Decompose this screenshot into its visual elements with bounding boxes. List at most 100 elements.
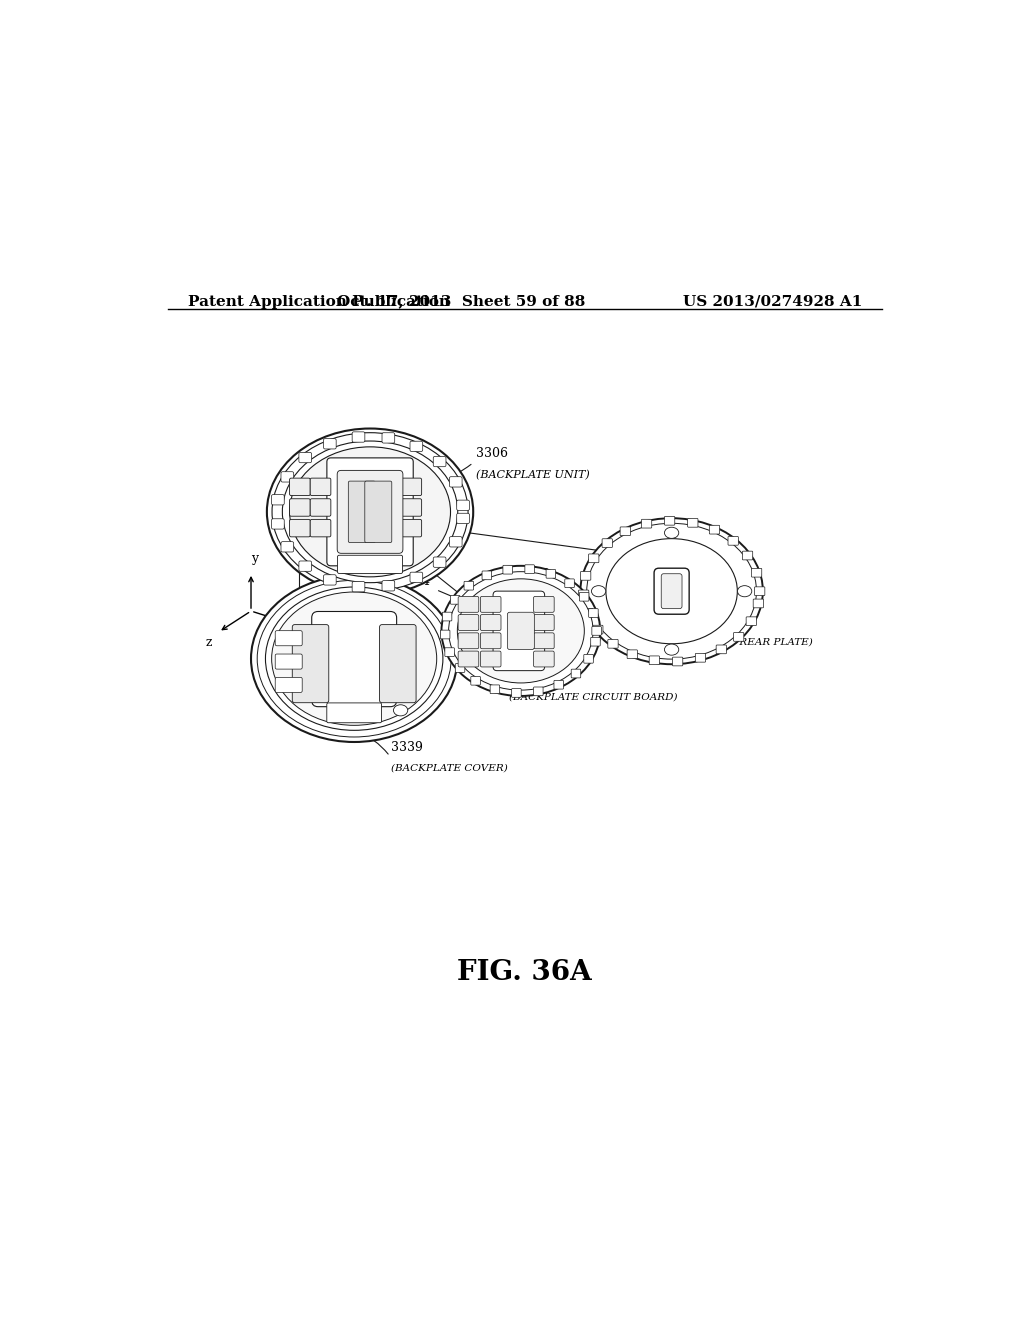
Text: z: z — [206, 636, 212, 649]
FancyBboxPatch shape — [716, 645, 726, 653]
FancyBboxPatch shape — [621, 527, 631, 536]
Ellipse shape — [587, 523, 757, 659]
FancyBboxPatch shape — [444, 648, 455, 656]
FancyBboxPatch shape — [752, 569, 762, 577]
FancyBboxPatch shape — [742, 552, 753, 560]
FancyBboxPatch shape — [471, 676, 480, 685]
FancyBboxPatch shape — [665, 516, 675, 525]
Ellipse shape — [665, 644, 679, 655]
Ellipse shape — [267, 429, 473, 595]
FancyBboxPatch shape — [380, 499, 401, 516]
FancyBboxPatch shape — [310, 478, 331, 495]
Text: US 2013/0274928 A1: US 2013/0274928 A1 — [683, 294, 862, 309]
FancyBboxPatch shape — [571, 669, 581, 678]
FancyBboxPatch shape — [581, 572, 591, 581]
Ellipse shape — [393, 705, 408, 715]
FancyBboxPatch shape — [589, 609, 598, 618]
FancyBboxPatch shape — [401, 519, 422, 537]
FancyBboxPatch shape — [688, 519, 698, 527]
Text: 3334: 3334 — [397, 576, 430, 587]
Text: x: x — [292, 627, 299, 639]
Text: (BACKPLATE REAR PLATE): (BACKPLATE REAR PLATE) — [666, 638, 813, 647]
FancyBboxPatch shape — [299, 453, 311, 463]
FancyBboxPatch shape — [592, 627, 601, 635]
FancyBboxPatch shape — [348, 480, 375, 543]
Ellipse shape — [272, 433, 468, 591]
FancyBboxPatch shape — [458, 632, 479, 648]
FancyBboxPatch shape — [565, 579, 574, 587]
Ellipse shape — [592, 586, 606, 597]
Ellipse shape — [257, 581, 452, 737]
Ellipse shape — [581, 519, 763, 664]
FancyBboxPatch shape — [534, 686, 543, 696]
Text: y: y — [252, 552, 258, 565]
Ellipse shape — [271, 591, 436, 725]
FancyBboxPatch shape — [382, 581, 394, 591]
FancyBboxPatch shape — [324, 574, 336, 585]
FancyBboxPatch shape — [464, 581, 473, 590]
Ellipse shape — [265, 587, 443, 730]
FancyBboxPatch shape — [382, 433, 394, 444]
Text: FIG. 36A: FIG. 36A — [458, 958, 592, 986]
FancyBboxPatch shape — [380, 519, 401, 537]
FancyBboxPatch shape — [458, 615, 479, 631]
FancyBboxPatch shape — [579, 590, 589, 599]
FancyBboxPatch shape — [281, 471, 294, 482]
FancyBboxPatch shape — [451, 595, 460, 605]
FancyBboxPatch shape — [754, 599, 764, 607]
FancyBboxPatch shape — [290, 478, 310, 495]
FancyBboxPatch shape — [546, 569, 556, 578]
FancyBboxPatch shape — [593, 626, 603, 634]
Text: 3332: 3332 — [509, 671, 541, 684]
Ellipse shape — [665, 527, 679, 539]
FancyBboxPatch shape — [480, 651, 501, 667]
FancyBboxPatch shape — [442, 612, 452, 620]
FancyBboxPatch shape — [352, 582, 365, 591]
FancyBboxPatch shape — [450, 477, 462, 487]
FancyBboxPatch shape — [456, 664, 465, 672]
Ellipse shape — [283, 441, 458, 582]
FancyBboxPatch shape — [450, 537, 462, 546]
FancyBboxPatch shape — [733, 632, 743, 642]
FancyBboxPatch shape — [534, 651, 554, 667]
FancyBboxPatch shape — [290, 519, 310, 537]
FancyBboxPatch shape — [310, 519, 331, 537]
Text: 3339: 3339 — [391, 741, 423, 754]
FancyBboxPatch shape — [275, 631, 302, 645]
Ellipse shape — [458, 579, 585, 682]
FancyBboxPatch shape — [534, 615, 554, 631]
FancyBboxPatch shape — [275, 677, 302, 693]
Text: (BACKPLATE UNIT): (BACKPLATE UNIT) — [475, 470, 590, 480]
FancyBboxPatch shape — [494, 591, 545, 671]
FancyBboxPatch shape — [755, 587, 765, 595]
FancyBboxPatch shape — [271, 519, 285, 529]
FancyBboxPatch shape — [324, 438, 336, 449]
FancyBboxPatch shape — [662, 574, 682, 609]
Text: 3306: 3306 — [475, 447, 508, 461]
Text: 3336: 3336 — [517, 568, 549, 581]
FancyBboxPatch shape — [507, 612, 535, 649]
FancyBboxPatch shape — [327, 704, 382, 723]
FancyBboxPatch shape — [525, 565, 535, 573]
FancyBboxPatch shape — [380, 624, 416, 702]
FancyBboxPatch shape — [554, 680, 563, 689]
FancyBboxPatch shape — [458, 597, 479, 612]
Ellipse shape — [251, 576, 458, 742]
FancyBboxPatch shape — [673, 657, 683, 665]
FancyBboxPatch shape — [337, 470, 402, 553]
FancyBboxPatch shape — [654, 568, 689, 614]
FancyBboxPatch shape — [440, 630, 450, 639]
FancyBboxPatch shape — [311, 611, 396, 706]
Text: 3330: 3330 — [666, 615, 698, 628]
Text: (BACKPLATE COVER): (BACKPLATE COVER) — [391, 763, 508, 772]
FancyBboxPatch shape — [512, 689, 521, 697]
FancyBboxPatch shape — [710, 525, 720, 535]
FancyBboxPatch shape — [401, 499, 422, 516]
FancyBboxPatch shape — [608, 639, 618, 648]
FancyBboxPatch shape — [584, 655, 593, 663]
FancyBboxPatch shape — [401, 478, 422, 495]
FancyBboxPatch shape — [275, 653, 302, 669]
FancyBboxPatch shape — [728, 536, 738, 545]
FancyBboxPatch shape — [365, 480, 392, 543]
FancyBboxPatch shape — [480, 632, 501, 648]
